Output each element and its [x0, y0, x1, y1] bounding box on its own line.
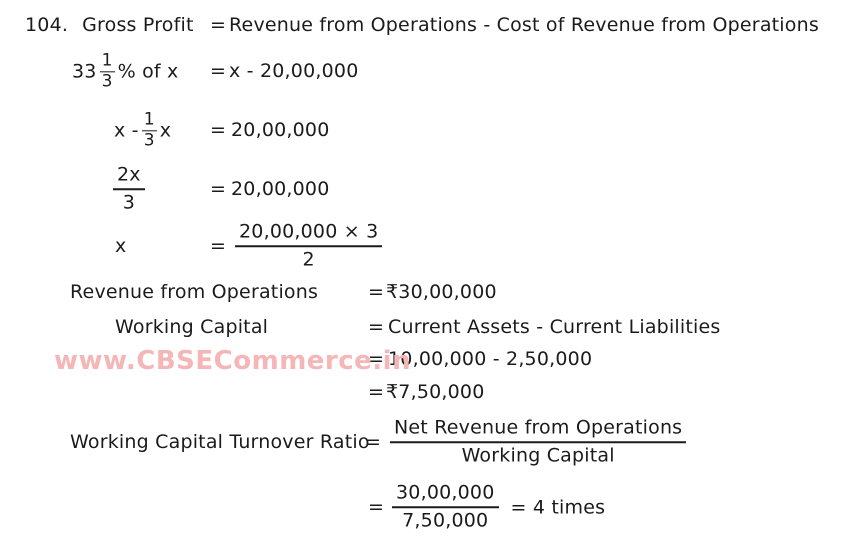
equals-sign: = [368, 281, 385, 303]
watermark: www.CBSECommerce.in [54, 346, 412, 376]
fraction-two-x-over-three: 2x 3 [113, 163, 145, 215]
fraction-net-revenue-over-working-capital: Net Revenue from Operations Working Capi… [390, 416, 687, 468]
fraction-one-third: 1 3 [141, 109, 157, 150]
rhs-value: 20,00,000 [231, 178, 330, 200]
fraction-denominator: 2 [302, 248, 315, 270]
lhs-percent-of-x: 33 1 3 % of x [72, 51, 179, 90]
lhs-gross-profit: 104. Gross Profit [25, 14, 194, 36]
rhs-fraction: 20,00,000 × 3 2 [235, 220, 383, 272]
fraction-numerator: 20,00,000 × 3 [235, 220, 383, 247]
label-revenue-from-operations: Revenue from Operations [70, 281, 319, 303]
fraction-one-third: 1 3 [99, 50, 115, 91]
fraction-denominator: 3 [122, 191, 136, 213]
rhs-wc-subtraction: 10,00,000 - 2,50,000 [388, 348, 593, 370]
equals-sign: = [210, 14, 227, 36]
rhs-wc-value: ₹7,50,000 [386, 381, 485, 403]
label-gross-profit: Gross Profit [82, 14, 194, 36]
percent-of-x-label: % of x [117, 60, 179, 82]
lhs-x-minus-third: x - 1 3 x [114, 110, 171, 149]
fraction-numerator: 1 [141, 109, 157, 131]
fraction-numerator: 1 [99, 50, 115, 72]
fraction-thirty-lakh-over-seven-fifty: 30,00,000 7,50,000 [392, 481, 499, 533]
rhs-wctr-calculation: 30,00,000 7,50,000 = 4 times [392, 481, 605, 533]
fraction-denominator: 3 [143, 130, 155, 150]
equals-sign: = [368, 381, 385, 403]
fraction-numerator: 2x [113, 163, 145, 190]
rhs-x-minus-cost: x - 20,00,000 [229, 60, 359, 82]
x-minus: x - [114, 119, 139, 141]
x-variable: x [159, 119, 172, 141]
equals-sign: = [210, 235, 227, 257]
rhs-value: 20,00,000 [231, 119, 330, 141]
fraction-numerator: Net Revenue from Operations [390, 416, 687, 443]
equals-sign: = [210, 60, 227, 82]
rhs-gross-profit-formula: Revenue from Operations - Cost of Revenu… [229, 14, 819, 36]
rhs-revenue-value: ₹30,00,000 [386, 281, 497, 303]
fraction-denominator: 7,50,000 [402, 509, 489, 531]
equals-sign: = [368, 348, 385, 370]
equals-sign: = [368, 496, 385, 518]
label-working-capital-turnover-ratio: Working Capital Turnover Ratio [70, 431, 370, 453]
equals-sign: = [368, 316, 385, 338]
equals-sign: = [365, 431, 382, 453]
fraction-numerator: 30,00,000 [392, 481, 499, 508]
label-working-capital: Working Capital [115, 316, 269, 338]
question-number: 104. [25, 14, 69, 36]
fraction-denominator: Working Capital [461, 444, 615, 466]
fraction-denominator: 3 [101, 71, 113, 91]
lhs-two-x-thirds: 2x 3 [113, 163, 145, 215]
coefficient: 33 [72, 60, 97, 82]
rhs-working-capital-formula: Current Assets - Current Liabilities [388, 316, 721, 338]
equals-sign: = [210, 119, 227, 141]
rhs-wctr-fraction: Net Revenue from Operations Working Capi… [390, 416, 687, 468]
equals-sign: = [210, 178, 227, 200]
result-four-times: = 4 times [510, 496, 606, 518]
fraction-twenty-lakh-times-three-over-two: 20,00,000 × 3 2 [235, 220, 383, 272]
lhs-x: x [115, 235, 127, 257]
